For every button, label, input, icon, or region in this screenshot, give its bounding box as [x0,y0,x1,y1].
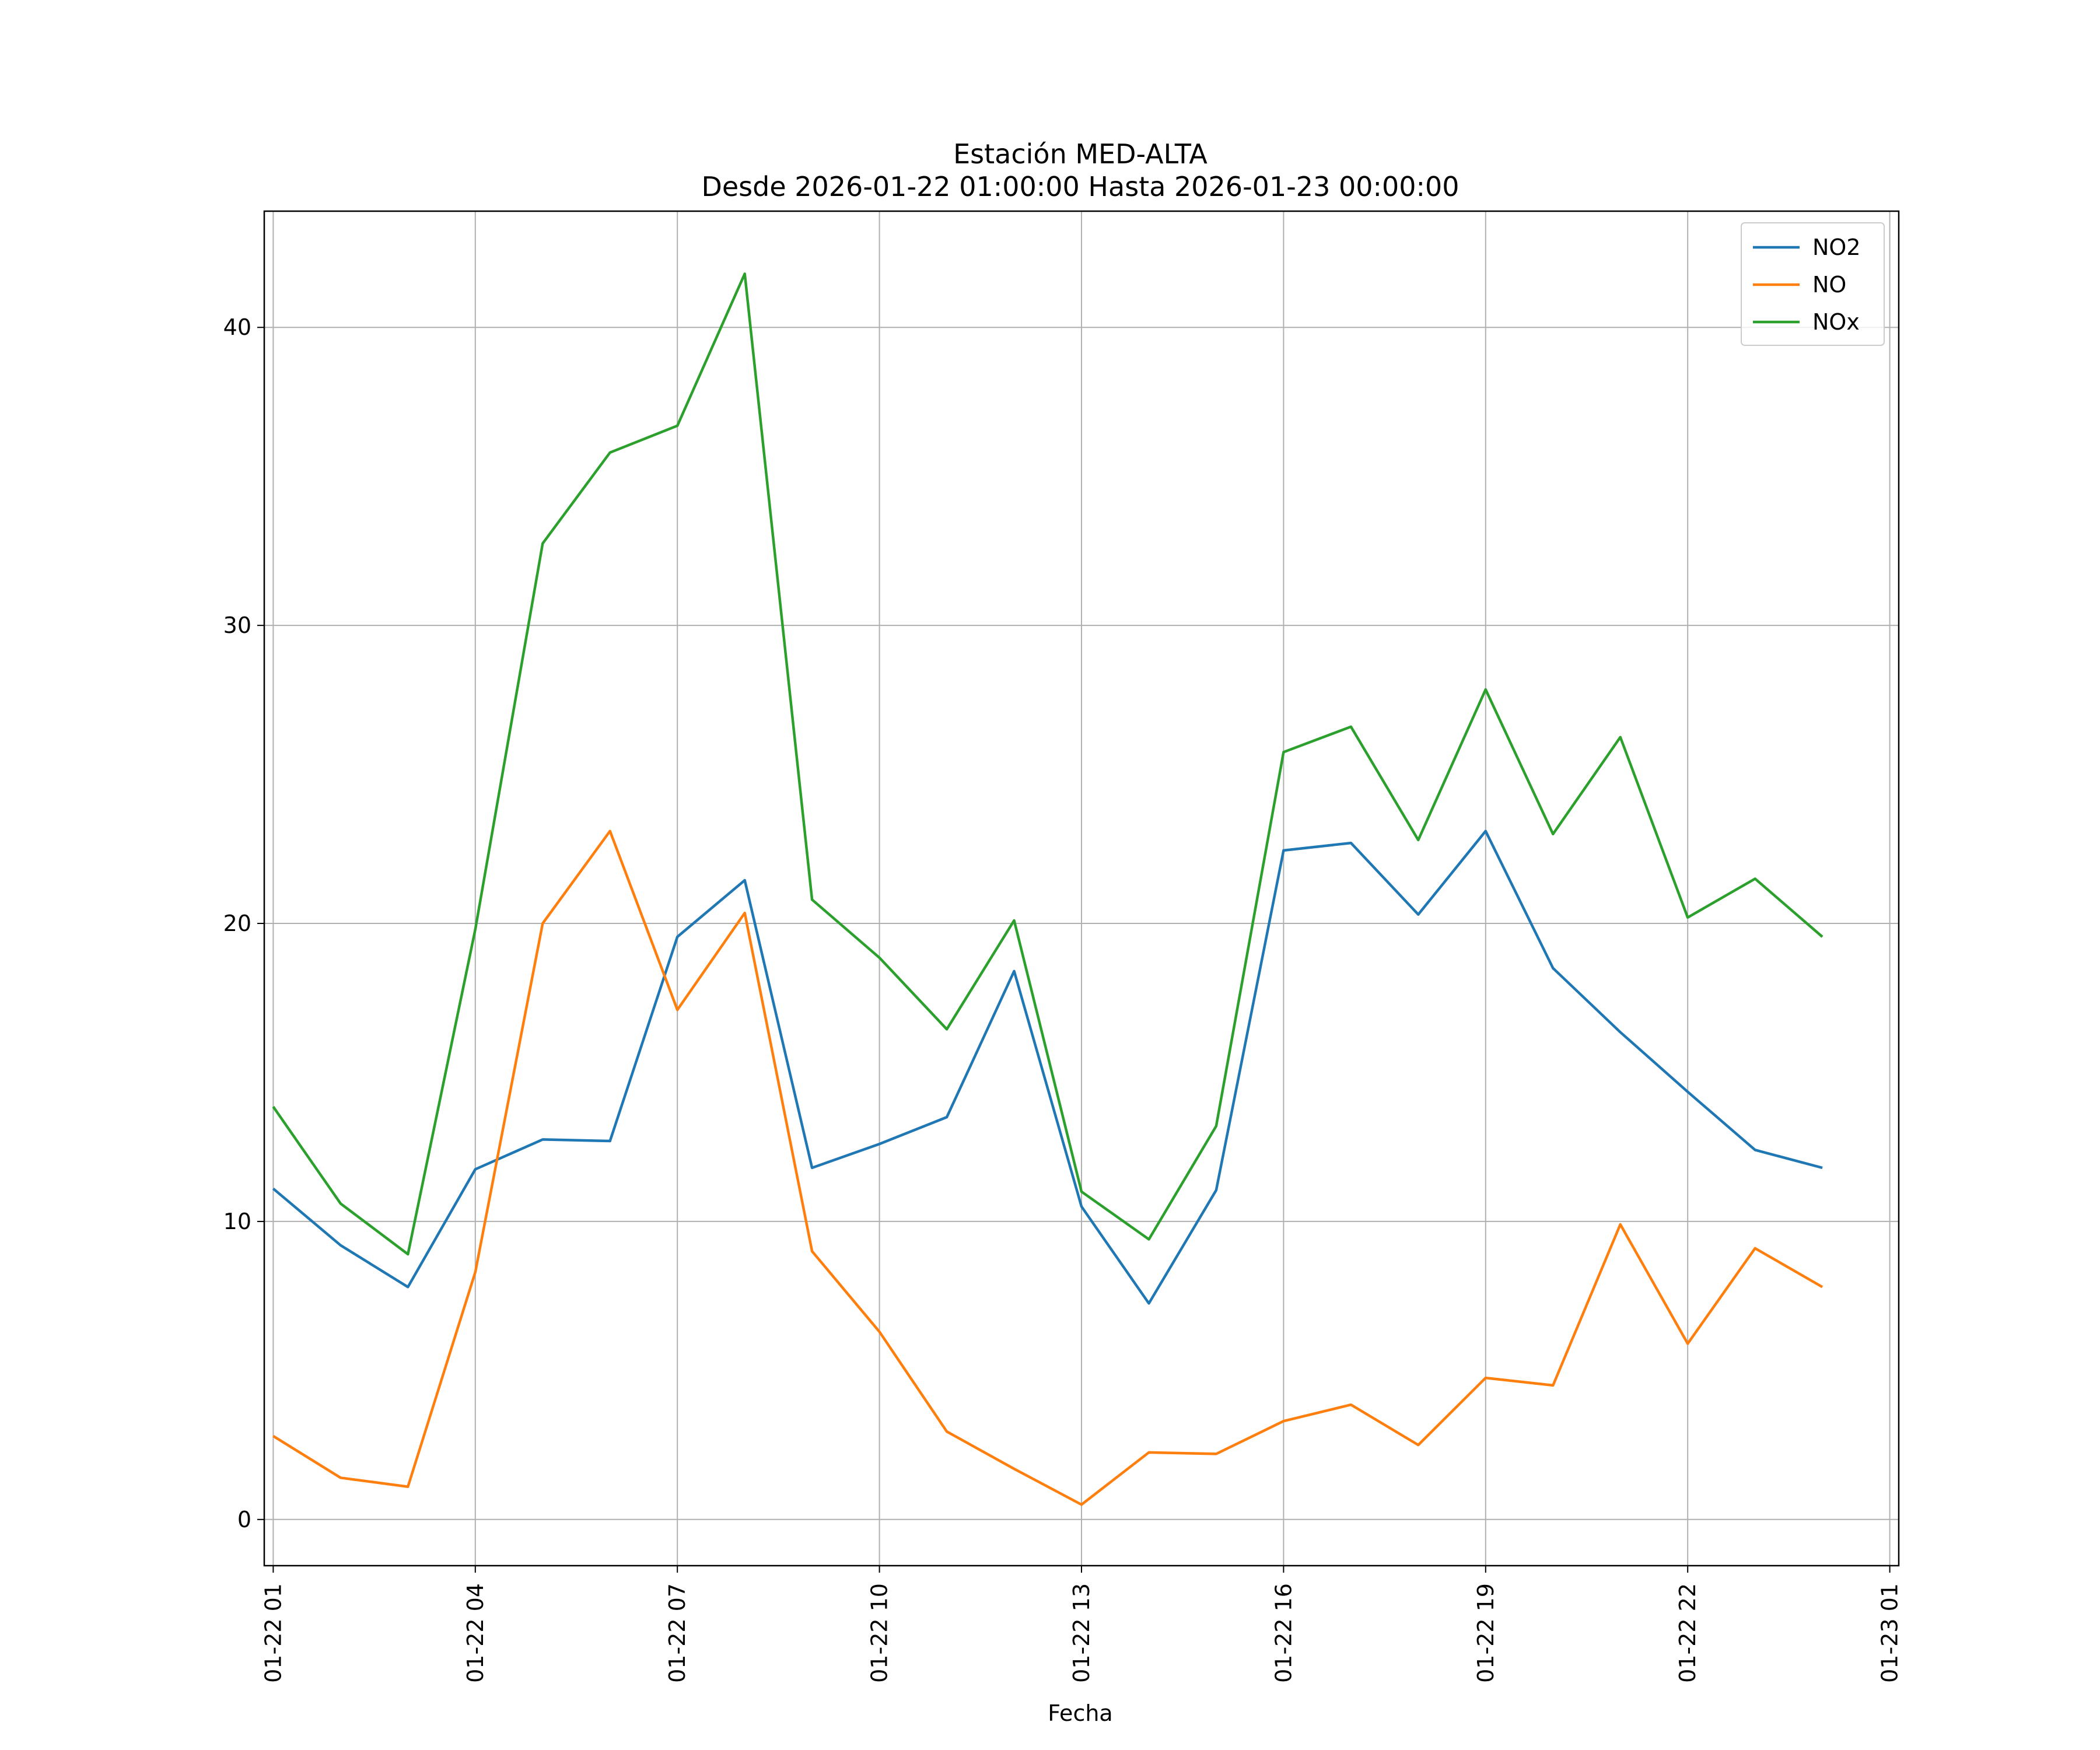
series-line-no [272,830,1824,1506]
y-tick-label: 10 [223,1209,251,1234]
x-tick-label: 01-22 13 [1069,1583,1094,1683]
x-tick-label: 01-22 04 [463,1583,488,1683]
legend: NO2 NO NOx [1741,222,1885,346]
y-tick-label: 20 [223,911,251,936]
y-tick-label: 30 [223,612,251,638]
chart-subtitle: Desde 2026-01-22 01:00:00 Hasta 2026-01-… [701,171,1459,202]
chart-title: Estación MED-ALTA [953,138,1208,170]
series-line-nox [272,272,1824,1256]
x-tick-label: 01-23 01 [1877,1583,1903,1683]
legend-label-no: NO [1812,272,1846,298]
y-tick-label: 40 [223,314,251,340]
x-tick-label: 01-22 19 [1473,1583,1499,1683]
ticks: 01-22 01 01-22 04 01-22 07 01-22 10 01-22 13… [223,314,1903,1683]
legend-label-nox: NOx [1812,309,1860,335]
x-tick-label: 01-22 07 [664,1583,690,1683]
x-tick-label: 01-22 01 [260,1583,286,1683]
legend-box [1741,222,1885,346]
x-tick-label: 01-22 10 [867,1583,892,1683]
legend-label-no2: NO2 [1812,235,1861,260]
series-line-no2 [272,830,1823,1305]
x-tick-label: 01-22 22 [1675,1583,1700,1683]
plot-lines [272,272,1824,1506]
grid [264,211,1899,1566]
y-tick-label: 0 [237,1507,251,1532]
x-tick-label: 01-22 16 [1270,1583,1296,1683]
x-axis-label: Fecha [1048,1700,1112,1726]
